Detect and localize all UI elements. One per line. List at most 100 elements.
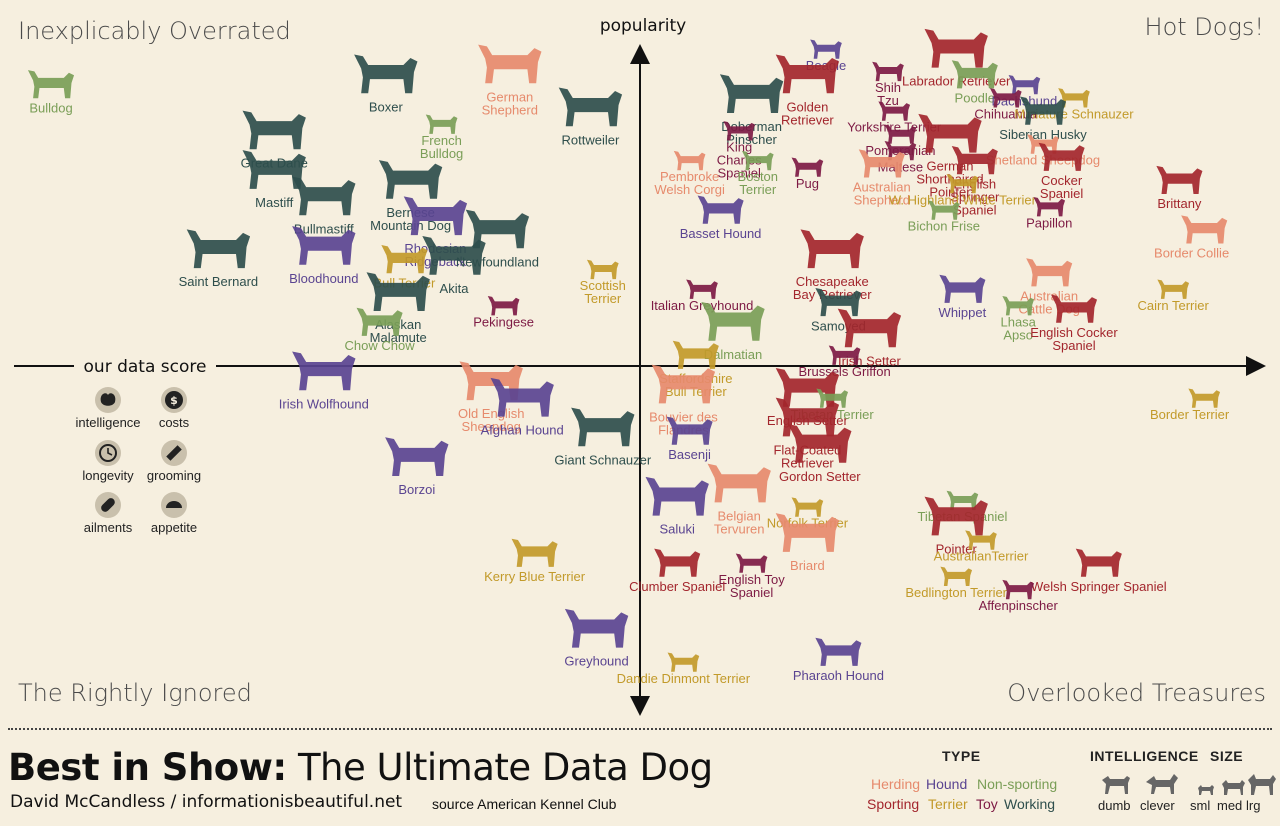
- legend-appetite: appetite: [151, 492, 197, 535]
- type-non-sporting: Non-sporting: [977, 776, 1058, 792]
- dog-point-cairn-terrier: Cairn Terrier: [1138, 279, 1210, 313]
- legend-costs-label: costs: [159, 415, 190, 430]
- dog-silhouette-australian-shepherd: [858, 149, 905, 178]
- dog-silhouette-saint-bernard: [186, 229, 251, 269]
- dog-silhouette-bulldog: [27, 70, 75, 99]
- dog-label-line-giant-schnauzer-0: Giant Schnauzer: [554, 452, 652, 467]
- dog-label-line-cairn-terrier-0: Cairn Terrier: [1138, 298, 1210, 313]
- dog-label-line-english-cocker-spaniel-0: English Cocker: [1030, 325, 1118, 340]
- dog-silhouette-greyhound: [564, 608, 629, 648]
- dog-point-bloodhound: Bloodhound: [289, 226, 359, 286]
- quadrant-bottom-right: Overlooked Treasures: [1007, 679, 1266, 707]
- dog-silhouette-bull-terrier: [381, 245, 428, 274]
- size-medium-label: med: [1217, 798, 1243, 813]
- dog-label-dandie-dinmont-terrier: Dandie Dinmont Terrier: [617, 671, 751, 686]
- dog-label-shih-tzu: Shih Tzu: [875, 80, 901, 108]
- dog-point-gordon-setter: Gordon Setter: [779, 424, 861, 484]
- dog-label-boxer: Boxer: [369, 99, 404, 114]
- dog-label-line-alaskan-malamute-1: Malamute: [370, 330, 427, 345]
- dog-silhouette-brussels-griffon: [828, 345, 861, 365]
- dog-silhouette-staffordshire-bull-terrier: [672, 340, 719, 369]
- dog-silhouette-miniature-schnauzer: [1058, 88, 1090, 108]
- title-bold: Best in Show:: [8, 746, 287, 789]
- dog-label-pug: Pug: [796, 176, 819, 191]
- quadrant-top-right: Hot Dogs!: [1145, 13, 1264, 41]
- dog-label-scottish-terrier: Scottish Terrier: [580, 278, 626, 306]
- dog-label-australian-shepherd: Australian Shepherd: [853, 180, 911, 208]
- dog-point-clumber-spaniel: Clumber Spaniel: [629, 548, 725, 594]
- dog-point-brittany: Brittany: [1156, 165, 1203, 211]
- dog-label-line-australian-shepherd-1: Shepherd: [854, 193, 910, 208]
- legend-intelligence-label: intelligence: [75, 415, 140, 430]
- dog-silhouette-pointer: [924, 496, 988, 536]
- dog-label-shetland-sheepdog: Shetland Sheepdog: [986, 153, 1100, 168]
- dog-label-line-border-collie-0: Border Collie: [1154, 246, 1229, 261]
- dog-silhouette-bloodhound: [292, 226, 356, 265]
- dog-silhouette-tibetan-spaniel: [946, 490, 979, 511]
- dog-point-boston-terrier: Boston Terrier: [738, 150, 778, 197]
- dog-silhouette-old-english-sheepdog: [459, 361, 523, 401]
- dog-point-pharaoh-hound: Pharaoh Hound: [793, 637, 884, 683]
- dog-label-line-affenpinscher-0: Affenpinscher: [979, 598, 1059, 613]
- dog-label-whippet: Whippet: [939, 305, 987, 320]
- dog-silhouette-boxer: [354, 54, 418, 94]
- medium-dog-icon: [1222, 780, 1245, 795]
- dog-silhouette-cairn-terrier: [1157, 279, 1190, 299]
- dog-label-line-lhasa-apso-0: Lhasa: [1000, 314, 1036, 329]
- dog-label-line-bloodhound-0: Bloodhound: [289, 271, 358, 286]
- dog-silhouette-chesapeake-bay-retriever: [800, 229, 864, 269]
- dog-label-clumber-spaniel: Clumber Spaniel: [629, 579, 725, 594]
- dog-label-line-papillon-0: Papillon: [1026, 215, 1072, 230]
- dog-point-bichon-frise: Bichon Frise: [908, 200, 980, 234]
- dog-silhouette-dandie-dinmont-terrier: [667, 652, 700, 672]
- dog-label-saint-bernard: Saint Bernard: [179, 274, 259, 289]
- dog-label-line-australian-shepherd-0: Australian: [853, 180, 911, 195]
- dog-label-afghan-hound: Afghan Hound: [481, 423, 564, 438]
- dog-point-french-bulldog: French Bulldog: [420, 114, 463, 161]
- dog-point-saint-bernard: Saint Bernard: [179, 229, 259, 289]
- dog-label-line-border-terrier-0: Border Terrier: [1150, 407, 1230, 422]
- dog-label-line-basset-hound-0: Basset Hound: [680, 226, 762, 241]
- source-note: source American Kennel Club: [432, 796, 617, 812]
- dog-label-siberian-husky: Siberian Husky: [999, 127, 1087, 142]
- dog-label-line-clumber-spaniel-0: Clumber Spaniel: [629, 579, 725, 594]
- dog-label-line-greyhound-0: Greyhound: [564, 654, 628, 669]
- dog-silhouette-briard: [775, 513, 840, 552]
- dog-silhouette-german-shepherd: [478, 44, 542, 84]
- dog-silhouette-golden-retriever: [775, 54, 840, 94]
- legend-ailments: ailments: [84, 492, 133, 535]
- dog-silhouette-cocker-spaniel: [1038, 142, 1085, 171]
- dog-point-rottweiler: Rottweiler: [558, 87, 623, 147]
- dog-silhouette-pekingese: [487, 296, 520, 316]
- large-dog-icon: [1248, 774, 1276, 795]
- dog-label-akita: Akita: [440, 281, 470, 296]
- dog-label-line-briard-0: Briard: [790, 558, 825, 573]
- legend-costs: $ costs: [159, 387, 190, 430]
- dog-label-line-chow-chow-0: Chow Chow: [345, 338, 416, 353]
- dog-label-borzoi: Borzoi: [398, 482, 435, 497]
- dog-label-line-australian-terrier-0: AustralianTerrier: [934, 549, 1029, 564]
- quadrant-bottom-left: The Rightly Ignored: [18, 679, 252, 707]
- intelligence-legend-heading: INTELLIGENCE: [1090, 748, 1199, 764]
- dog-label-line-french-bulldog-0: French: [421, 133, 461, 148]
- dog-point-flat-coated-retriever: Flat-Coated Retriever: [773, 397, 841, 470]
- dog-label-line-scottish-terrier-0: Scottish: [580, 278, 626, 293]
- dog-label-line-borzoi-0: Borzoi: [398, 482, 435, 497]
- dog-label-line-shih-tzu-0: Shih: [875, 80, 901, 95]
- dog-label-line-afghan-hound-0: Afghan Hound: [481, 423, 564, 438]
- dog-silhouette-german-shorthaired-pointer: [918, 113, 982, 153]
- dog-point-whippet: Whippet: [939, 274, 987, 320]
- dog-label-border-collie: Border Collie: [1154, 246, 1229, 261]
- dog-label-gordon-setter: Gordon Setter: [779, 469, 861, 484]
- dog-point-cocker-spaniel: Cocker Spaniel: [1038, 142, 1085, 201]
- dog-label-line-flat-coated-retriever-1: Retriever: [781, 455, 834, 470]
- dog-label-border-terrier: Border Terrier: [1150, 407, 1230, 422]
- dog-point-yorkshire-terrier: Yorkshire Terrier: [847, 101, 942, 135]
- dog-label-line-gordon-setter-0: Gordon Setter: [779, 469, 861, 484]
- dog-silhouette-papillon: [1033, 197, 1066, 217]
- dog-point-pointer: Pointer: [924, 496, 988, 556]
- dog-silhouette-king-charles-spaniel: [723, 121, 756, 141]
- dog-point-bulldog: Bulldog: [27, 70, 75, 116]
- dog-silhouette-brittany: [1156, 165, 1203, 194]
